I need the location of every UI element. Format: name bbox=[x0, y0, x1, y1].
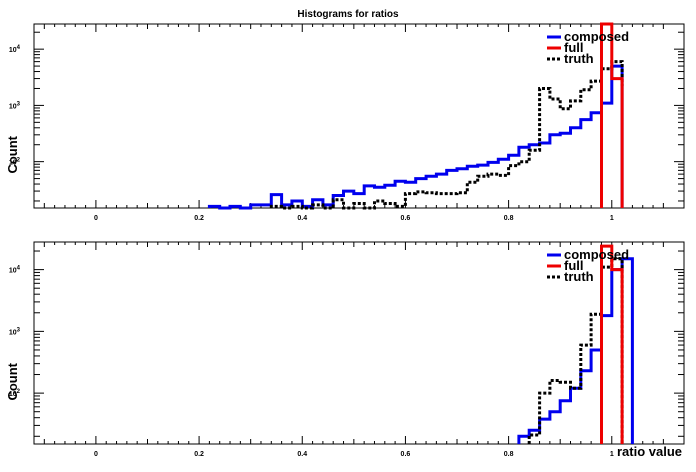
series-composed bbox=[207, 64, 624, 210]
top-histogram-panel: 0 0.2 0.4 0.6 0.8 1 102 103 104 Count composedfull… bbox=[5, 22, 685, 222]
x-axis-label: ratio value bbox=[617, 444, 682, 459]
y-tick-label: 104 bbox=[9, 45, 21, 54]
x-tick-label: 0.6 bbox=[401, 451, 411, 458]
series-truth bbox=[527, 257, 624, 444]
x-tick-label: 0.4 bbox=[297, 451, 307, 458]
x-tick-label: 0.4 bbox=[297, 215, 307, 222]
series-composed bbox=[517, 257, 634, 444]
series-full bbox=[600, 22, 624, 208]
y-tick-label: 102 bbox=[9, 158, 21, 167]
legend-label-composed: composed bbox=[564, 29, 629, 44]
bottom-histogram-panel: 0 0.2 0.4 0.6 0.8 1 102 103 104 Count ratio value c… bbox=[5, 241, 685, 459]
figure-title: Histograms for ratios bbox=[297, 9, 399, 20]
y-tick-label: 102 bbox=[9, 389, 21, 398]
legend-label-full: full bbox=[564, 40, 584, 55]
legend-label-composed: composed bbox=[564, 247, 629, 262]
x-tick-label: 0 bbox=[94, 451, 98, 458]
x-tick-label: 1 bbox=[610, 215, 614, 222]
legend-label-truth: truth bbox=[564, 269, 594, 284]
y-tick-label: 103 bbox=[9, 327, 21, 336]
legend-label-full: full bbox=[564, 258, 584, 273]
y-tick-label: 104 bbox=[9, 266, 21, 275]
y-tick-label: 103 bbox=[9, 101, 21, 110]
x-tick-label: 0.8 bbox=[504, 451, 514, 458]
series-truth bbox=[269, 60, 624, 210]
y-axis-label: Count bbox=[5, 362, 20, 400]
x-tick-label: 0.8 bbox=[504, 215, 514, 222]
x-tick-label: 0.6 bbox=[401, 215, 411, 222]
plot-frame bbox=[33, 241, 685, 445]
legend-label-truth: truth bbox=[564, 51, 594, 66]
y-axis-label: Count bbox=[5, 135, 20, 173]
x-tick-label: 1 bbox=[610, 451, 614, 458]
x-tick-label: 0.2 bbox=[194, 215, 204, 222]
plot-frame bbox=[33, 23, 685, 209]
series-full bbox=[600, 244, 624, 444]
x-tick-label: 0 bbox=[94, 215, 98, 222]
x-tick-label: 0.2 bbox=[194, 451, 204, 458]
